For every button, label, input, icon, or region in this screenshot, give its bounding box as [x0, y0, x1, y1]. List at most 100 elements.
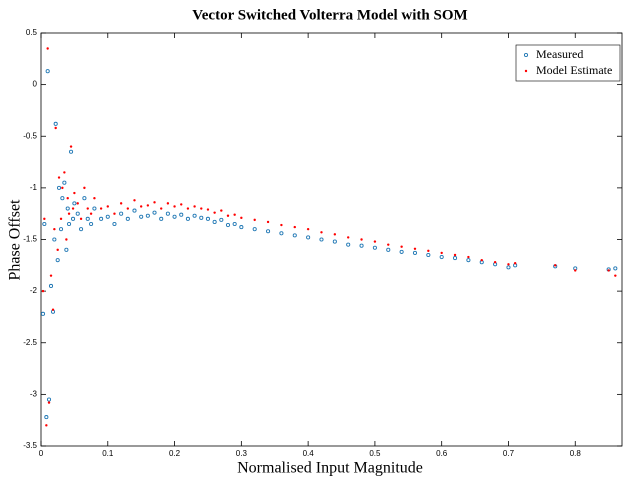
scatter-point	[292, 233, 297, 238]
scatter-point	[205, 216, 211, 221]
scatter-point	[480, 258, 483, 262]
scatter-point	[79, 227, 84, 232]
scatter-point	[252, 227, 257, 232]
scatter-point	[360, 238, 363, 241]
scatter-point	[45, 424, 48, 427]
scatter-point	[266, 220, 270, 224]
scatter-point	[54, 126, 57, 130]
scatter-point	[192, 213, 197, 218]
scatter-point	[126, 207, 130, 210]
y-tick-label: -2.5	[23, 338, 37, 347]
scatter-point	[387, 243, 390, 246]
scatter-point	[306, 235, 311, 240]
scatter-point	[232, 221, 237, 227]
scatter-point	[452, 256, 458, 261]
scatter-point	[427, 249, 430, 253]
scatter-point	[193, 205, 196, 208]
scatter-point	[145, 213, 150, 218]
scatter-point	[507, 263, 510, 266]
y-tick-label: -3.5	[23, 441, 37, 450]
scatter-point	[180, 203, 183, 206]
scatter-point	[166, 202, 170, 205]
scatter-point	[200, 207, 203, 210]
scatter-point	[75, 211, 80, 216]
scatter-point	[614, 274, 617, 277]
scatter-point	[466, 258, 471, 263]
scatter-point	[152, 210, 157, 215]
scatter-point	[346, 242, 351, 247]
scatter-point	[133, 199, 136, 202]
scatter-point	[92, 206, 97, 211]
scatter-point	[332, 239, 337, 244]
scatter-point	[412, 250, 418, 255]
scatter-point	[56, 185, 62, 190]
scatter-point	[240, 216, 243, 220]
scatter-point	[359, 243, 364, 248]
scatter-point	[226, 214, 230, 217]
scatter-point	[46, 47, 49, 50]
x-tick-label: 0.1	[102, 449, 114, 458]
scatter-point	[40, 311, 46, 316]
scatter-point	[67, 212, 71, 215]
scatter-point	[69, 149, 74, 154]
x-tick-label: 0.2	[169, 449, 181, 458]
x-tick-label: 0.7	[503, 449, 515, 458]
scatter-point	[159, 216, 164, 221]
scatter-point	[160, 207, 163, 210]
y-tick-label: -2	[30, 286, 38, 295]
scatter-point	[253, 218, 256, 222]
scatter-point	[76, 202, 79, 205]
scatter-point	[172, 214, 177, 219]
scatter-point	[467, 255, 470, 259]
scatter-point	[53, 227, 56, 231]
scatter-point	[372, 245, 377, 250]
scatter-point	[71, 216, 76, 221]
scatter-point	[60, 196, 65, 201]
scatter-point	[53, 121, 58, 126]
scatter-point	[440, 251, 443, 255]
legend-label: Measured	[536, 47, 583, 61]
scatter-point	[293, 225, 296, 229]
scatter-point	[373, 240, 377, 243]
scatter-point	[119, 202, 123, 205]
scatter-point	[41, 289, 45, 293]
scatter-point	[206, 208, 210, 211]
scatter-point	[213, 211, 216, 214]
scatter-point	[220, 209, 223, 212]
scatter-point	[52, 237, 57, 242]
scatter-point	[49, 274, 53, 277]
x-tick-label: 0	[39, 449, 44, 458]
y-tick-label: -3	[30, 389, 38, 398]
x-tick-label: 0.6	[436, 449, 448, 458]
scatter-point	[83, 186, 86, 190]
scatter-point	[225, 222, 231, 228]
scatter-point	[613, 266, 618, 271]
scatter-point	[99, 207, 103, 210]
scatter-point	[105, 214, 110, 219]
scatter-point	[43, 217, 46, 221]
scatter-point	[48, 283, 54, 289]
scatter-point	[574, 269, 577, 272]
scatter-point	[399, 249, 404, 254]
scatter-point	[65, 206, 70, 211]
scatter-point	[179, 212, 184, 217]
scatter-point	[280, 223, 283, 227]
y-tick-label: 0.5	[26, 28, 38, 37]
scatter-point	[333, 233, 337, 236]
scatter-point	[453, 253, 457, 257]
scatter-point	[185, 216, 190, 221]
scatter-point	[44, 415, 49, 420]
scatter-point	[239, 225, 244, 230]
chart-title: Vector Switched Volterra Model with SOM	[192, 7, 467, 23]
scatter-point	[47, 401, 51, 404]
scatter-point	[139, 205, 143, 208]
scatter-point	[89, 221, 94, 227]
scatter-point	[45, 69, 50, 74]
scatter-point	[56, 248, 59, 252]
scatter-point	[66, 197, 69, 200]
scatter-point	[439, 255, 444, 260]
scatter-point	[199, 215, 204, 220]
x-axis-label: Normalised Input Magnitude	[237, 460, 423, 477]
scatter-point	[55, 258, 60, 263]
legend-box	[515, 44, 621, 82]
